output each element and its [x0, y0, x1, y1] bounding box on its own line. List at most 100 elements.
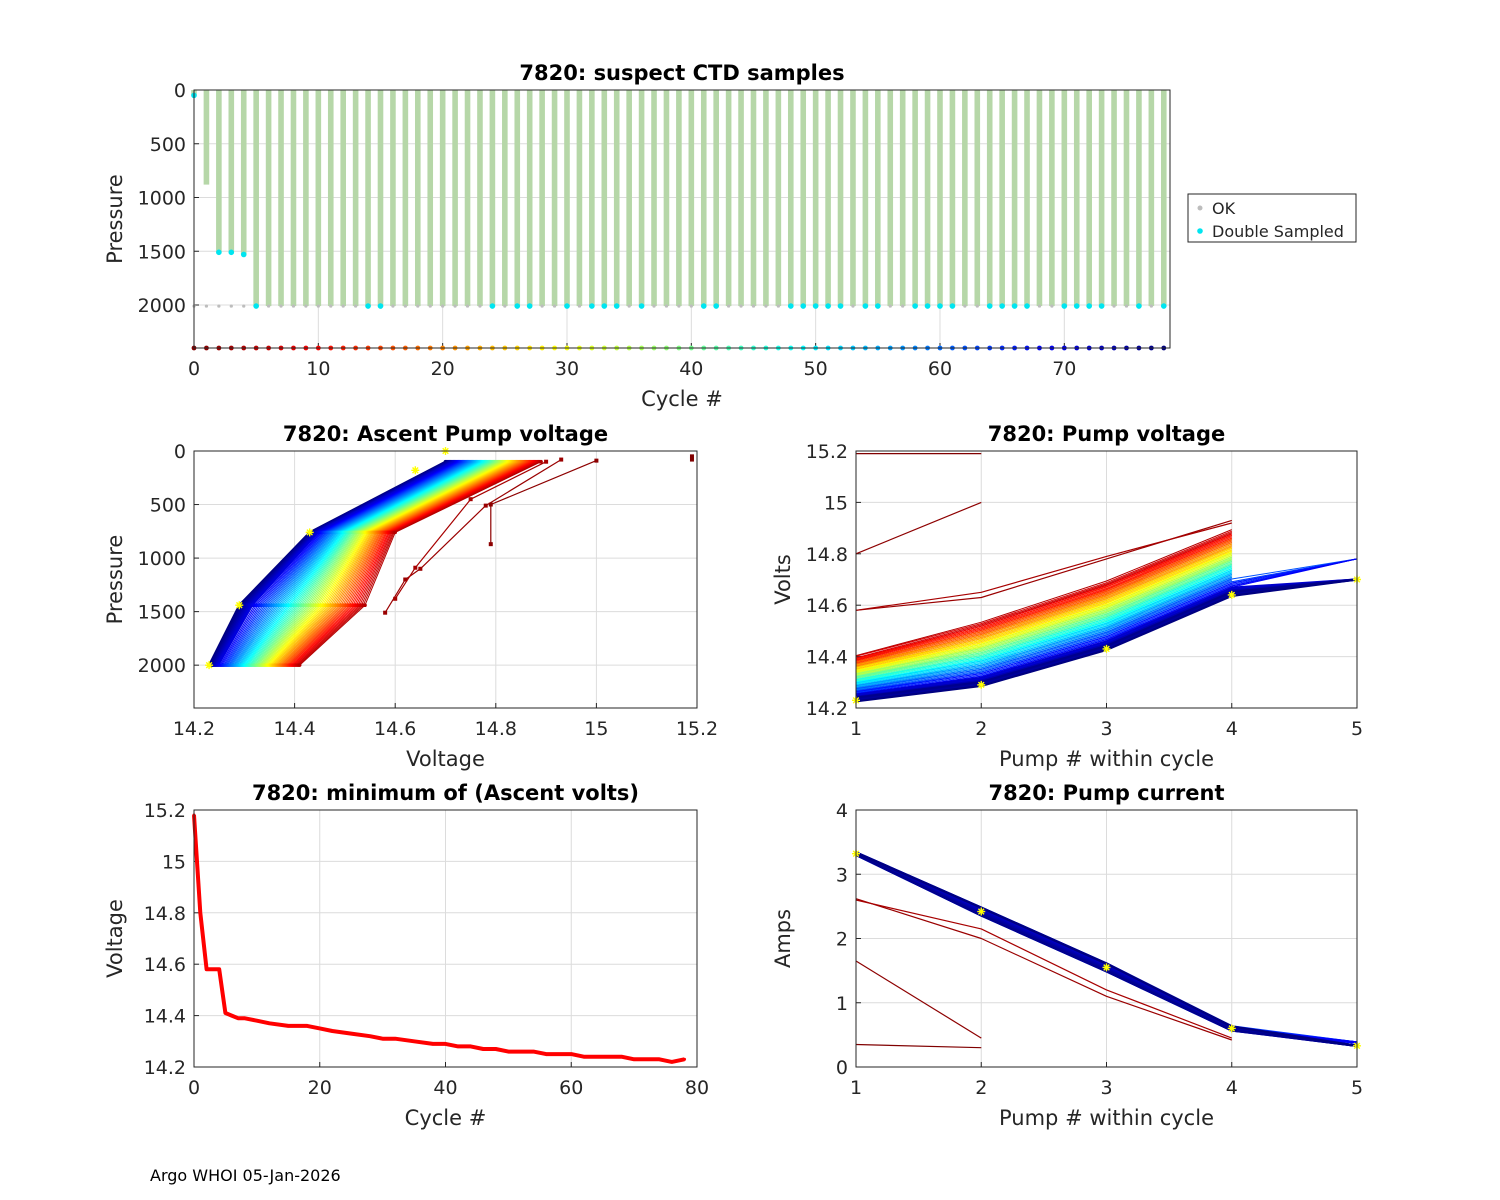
- double-sampled-dot: [862, 303, 869, 309]
- pump-voltage-line: [855, 558, 1358, 693]
- double-sampled-dot: [228, 249, 235, 256]
- pump-voltage-line: [855, 539, 1232, 663]
- minv-x-tick-label: 60: [559, 1077, 583, 1099]
- min-volts-point: [217, 967, 221, 971]
- ascent-point: [539, 459, 543, 464]
- min-volts-point: [506, 1049, 510, 1054]
- double-sampled-dot: [837, 303, 844, 309]
- double-sampled-dot: [377, 303, 384, 309]
- ok-sample-dot: [229, 304, 233, 308]
- ascent-line-cycle: [220, 461, 459, 666]
- pv-y-tick-label: 14.2: [806, 698, 848, 720]
- ascent-line-cycle: [246, 461, 486, 666]
- profile-bar: [812, 90, 819, 307]
- ascent-line-cycle: [282, 461, 524, 666]
- ok-sample-dot: [975, 304, 979, 308]
- min-volts-point: [557, 1052, 561, 1056]
- pump-voltage-line: [855, 529, 1232, 657]
- ok-sample-dot: [217, 304, 221, 308]
- marker-star: [305, 528, 314, 537]
- pv-y-tick-label: 14.6: [806, 595, 848, 617]
- profile-bar: [862, 90, 869, 307]
- ok-sample-dot: [1124, 304, 1129, 308]
- pump-voltage-line: [855, 565, 1232, 681]
- pump-voltage-line: [855, 579, 1232, 691]
- ok-sample-dot: [776, 304, 780, 308]
- profile-bar: [452, 90, 458, 307]
- pump-voltage-line: [855, 530, 1232, 657]
- ok-sample-dot: [204, 304, 209, 308]
- ascent-line-cycle: [271, 461, 512, 666]
- pump-voltage-line: [855, 543, 1232, 666]
- min-volts-point: [286, 1024, 290, 1028]
- profile-bar: [1036, 90, 1043, 307]
- pc-y-tick-label: 0: [836, 1057, 848, 1079]
- min-volts-point: [431, 1042, 435, 1046]
- ascent-line-cycle: [226, 461, 466, 666]
- pc-plot: [852, 849, 1361, 1050]
- profile-bar: [576, 90, 583, 307]
- pump-voltage-line: [855, 561, 1232, 678]
- double-sampled-dot: [613, 303, 620, 309]
- ok-sample-dot: [751, 304, 756, 308]
- ascent-line-cycle: [265, 461, 506, 666]
- ascent-line-cycle: [279, 461, 521, 666]
- profile-bar: [216, 90, 222, 253]
- double-sampled-dot: [1136, 303, 1142, 309]
- ascent-line-cycle: [241, 461, 481, 666]
- profile-bar: [203, 90, 210, 185]
- min-volts-point: [211, 967, 215, 971]
- ok-sample-dot: [1149, 304, 1153, 308]
- pc-xlabel: Pump # within cycle: [999, 1106, 1214, 1130]
- pc-y-tick-label: 1: [836, 993, 848, 1015]
- pv-x-tick-label: 2: [975, 718, 987, 740]
- pump-voltage-line: [855, 533, 1232, 659]
- minv-xlabel: Cycle #: [405, 1106, 487, 1130]
- profile-bar: [651, 90, 657, 307]
- asc-x-tick-label: 15.2: [676, 718, 718, 740]
- pv-plot: [852, 453, 1361, 705]
- min-volts-point: [469, 1044, 473, 1049]
- min-volts-point: [494, 1047, 498, 1051]
- pump-voltage-line: [855, 556, 1232, 675]
- pump-voltage-line: [855, 562, 1232, 679]
- profile-bar: [986, 90, 993, 307]
- ascent-point-early: [488, 542, 493, 547]
- pump-voltage-line: [855, 572, 1232, 686]
- profile-bar: [924, 90, 931, 307]
- legend-double-marker: [1197, 228, 1203, 234]
- ok-sample-dot: [391, 304, 395, 308]
- ok-sample-dot: [441, 304, 445, 308]
- pump-voltage-line: [855, 574, 1232, 687]
- pump-voltage-line-early: [855, 501, 982, 555]
- min-volts-point: [318, 1026, 322, 1031]
- profile-bar: [1086, 90, 1092, 307]
- double-sampled-dot: [216, 249, 222, 256]
- min-volts-point: [519, 1049, 523, 1054]
- asc-y-tick-label: 2000: [138, 655, 186, 677]
- ctd-legend: OK Double Sampled: [1187, 193, 1357, 243]
- profile-bar: [638, 90, 645, 307]
- min-volts-point: [456, 1044, 460, 1049]
- marker-star: [205, 661, 214, 670]
- double-sampled-dot: [937, 303, 943, 309]
- pc-ylabel: Amps: [771, 909, 795, 968]
- pump-voltage-line: [855, 535, 1232, 660]
- marker-star: [235, 601, 244, 610]
- profile-bar: [352, 90, 359, 307]
- marker-star: [1102, 963, 1111, 972]
- profile-bar: [1011, 90, 1018, 307]
- profile-bar: [526, 90, 533, 307]
- asc-frame: [193, 450, 698, 709]
- ctd-frame: [193, 89, 1171, 349]
- profile-bar: [700, 90, 707, 307]
- double-sampled-dot: [713, 303, 719, 309]
- min-volts-point: [481, 1047, 485, 1051]
- profile-bar: [912, 90, 918, 307]
- ascent-point-early: [393, 596, 398, 601]
- double-sampled-dot: [1024, 303, 1030, 309]
- profile-bar: [427, 90, 434, 307]
- pump-current-line-early: [855, 899, 1233, 1039]
- profile-bar: [1061, 90, 1068, 307]
- ascent-line-cycle: [234, 461, 473, 666]
